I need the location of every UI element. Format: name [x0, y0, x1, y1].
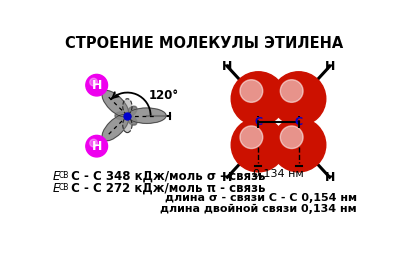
Circle shape [280, 80, 303, 102]
Circle shape [86, 135, 108, 157]
Text: C: C [254, 117, 263, 127]
Text: длина двойной связи 0,134 нм: длина двойной связи 0,134 нм [160, 204, 357, 214]
Ellipse shape [127, 108, 166, 123]
Text: E: E [52, 182, 59, 195]
Circle shape [272, 118, 326, 172]
Ellipse shape [126, 115, 137, 125]
Text: H: H [222, 60, 233, 73]
Circle shape [231, 118, 285, 172]
Text: СТРОЕНИЕ МОЛЕКУЛЫ ЭТИЛЕНА: СТРОЕНИЕ МОЛЕКУЛЫ ЭТИЛЕНА [65, 36, 343, 51]
Circle shape [272, 72, 326, 126]
Text: H: H [91, 79, 102, 92]
Circle shape [231, 72, 285, 126]
Text: СВ: СВ [58, 171, 69, 180]
Circle shape [90, 139, 97, 147]
Text: СВ: СВ [58, 183, 69, 192]
Circle shape [240, 80, 263, 102]
Ellipse shape [123, 117, 132, 133]
Ellipse shape [102, 91, 128, 117]
Circle shape [90, 78, 97, 86]
Text: 0,134 нм: 0,134 нм [253, 169, 304, 179]
Circle shape [240, 126, 263, 149]
Text: длина σ - связи C - C 0,154 нм: длина σ - связи C - C 0,154 нм [165, 193, 357, 203]
Ellipse shape [102, 115, 128, 141]
Ellipse shape [123, 99, 132, 114]
Ellipse shape [126, 106, 137, 116]
Text: E: E [52, 170, 59, 183]
Text: 120°: 120° [149, 89, 179, 102]
Text: C - C 272 кДж/моль π - связь: C - C 272 кДж/моль π - связь [67, 182, 265, 195]
Text: H: H [324, 171, 335, 184]
Circle shape [86, 74, 108, 96]
Text: C: C [294, 117, 303, 127]
Text: C - C 348 кДж/моль σ - связь: C - C 348 кДж/моль σ - связь [67, 170, 265, 183]
Text: H: H [324, 60, 335, 73]
Ellipse shape [115, 112, 127, 119]
Text: H: H [222, 171, 233, 184]
Circle shape [280, 126, 303, 149]
Text: H: H [91, 140, 102, 153]
